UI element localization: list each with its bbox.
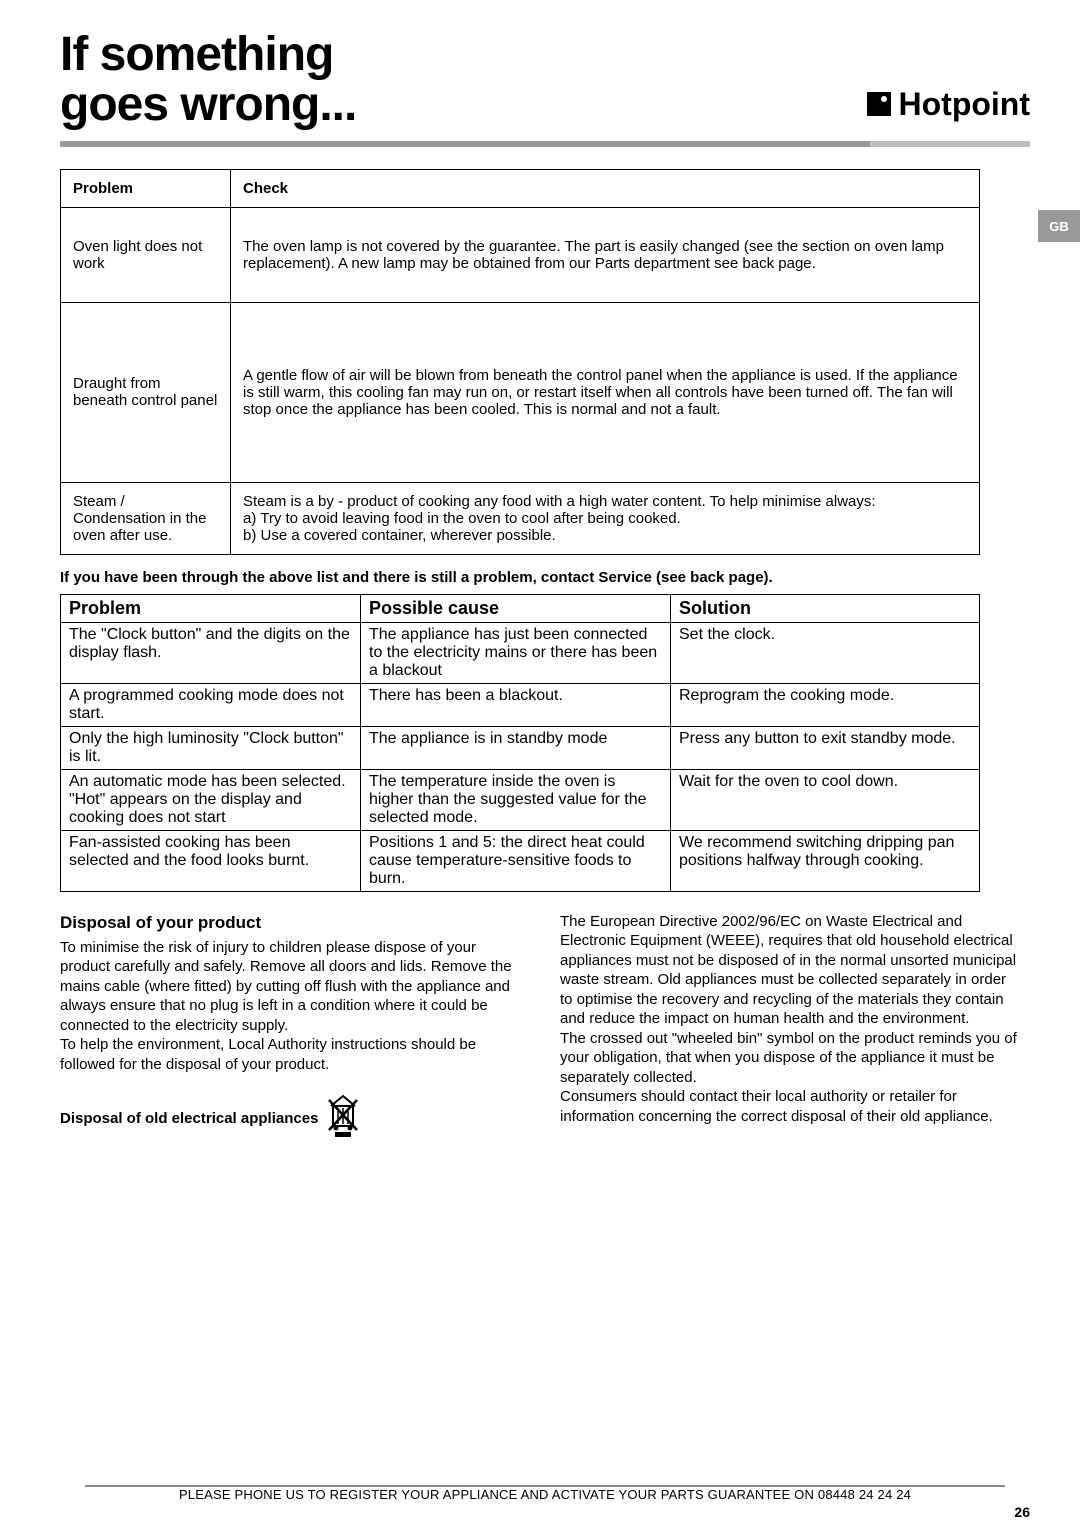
table-header-row: Problem Possible cause Solution [61,594,980,622]
left-column: Disposal of your product To minimise the… [60,912,520,1144]
disposal-para1: To minimise the risk of injury to childr… [60,938,520,1036]
table-row: An automatic mode has been selected. "Ho… [61,769,980,830]
th-cause: Possible cause [361,594,671,622]
th-problem: Problem [61,169,231,207]
cell-problem: Draught from beneath control panel [61,302,231,482]
table-row: Draught from beneath control panel A gen… [61,302,980,482]
cell: Reprogram the cooking mode. [671,683,980,726]
title-line-2: goes wrong... [60,80,356,130]
old-appliances-line: Disposal of old electrical appliances [60,1094,520,1144]
disposal-para2: To help the environment, Local Authority… [60,1035,520,1074]
th-check: Check [231,169,980,207]
disposal-sub-heading: Disposal of old electrical appliances [60,1109,318,1129]
cell: Positions 1 and 5: the direct heat could… [361,830,671,891]
weee-para1: The European Directive 2002/96/EC on Was… [560,912,1020,1029]
table-row: The "Clock button" and the digits on the… [61,622,980,683]
header-row: If something goes wrong... Hotpoint [60,30,1030,131]
cell: Only the high luminosity "Clock button" … [61,726,361,769]
page-number: 26 [1014,1504,1030,1520]
brand-text: Hotpoint [899,86,1031,123]
gb-label: GB [1049,219,1069,234]
weee-para3: Consumers should contact their local aut… [560,1087,1020,1126]
cell: A programmed cooking mode does not start… [61,683,361,726]
brand-square-icon [867,92,891,116]
cell-check: Steam is a by - product of cooking any f… [231,482,980,554]
cell: Set the clock. [671,622,980,683]
two-column-section: Disposal of your product To minimise the… [60,912,1020,1144]
cell: The temperature inside the oven is highe… [361,769,671,830]
table-header-row: Problem Check [61,169,980,207]
table-row: Only the high luminosity "Clock button" … [61,726,980,769]
right-column: The European Directive 2002/96/EC on Was… [560,912,1020,1144]
title-line-1: If something [60,30,356,80]
troubleshoot-table-1: Problem Check Oven light does not work T… [60,169,980,555]
cell-check: A gentle flow of air will be blown from … [231,302,980,482]
brand-logo: Hotpoint [867,86,1031,123]
th-solution: Solution [671,594,980,622]
weee-bin-icon [324,1094,362,1144]
cell: Fan-assisted cooking has been selected a… [61,830,361,891]
header-divider [60,141,1030,147]
note-line: If you have been through the above list … [60,569,1030,586]
table-row: Oven light does not work The oven lamp i… [61,207,980,302]
table-row: A programmed cooking mode does not start… [61,683,980,726]
footer: PLEASE PHONE US TO REGISTER YOUR APPLIAN… [60,1485,1030,1502]
cell: We recommend switching dripping pan posi… [671,830,980,891]
weee-para2: The crossed out "wheeled bin" symbol on … [560,1029,1020,1088]
table-row: Fan-assisted cooking has been selected a… [61,830,980,891]
disposal-heading: Disposal of your product [60,912,520,934]
cell-check: The oven lamp is not covered by the guar… [231,207,980,302]
cell: The appliance is in standby mode [361,726,671,769]
cell-problem: Oven light does not work [61,207,231,302]
cell: The appliance has just been connected to… [361,622,671,683]
cell: Press any button to exit standby mode. [671,726,980,769]
footer-text: PLEASE PHONE US TO REGISTER YOUR APPLIAN… [85,1485,1005,1502]
gb-tab: GB [1038,210,1080,242]
cell: An automatic mode has been selected. "Ho… [61,769,361,830]
troubleshoot-table-2: Problem Possible cause Solution The "Clo… [60,594,980,892]
page-title: If something goes wrong... [60,30,356,131]
cell-problem: Steam / Condensation in the oven after u… [61,482,231,554]
cell: Wait for the oven to cool down. [671,769,980,830]
cell: The "Clock button" and the digits on the… [61,622,361,683]
table-row: Steam / Condensation in the oven after u… [61,482,980,554]
page: If something goes wrong... Hotpoint GB P… [0,0,1080,1528]
cell: There has been a blackout. [361,683,671,726]
th-problem2: Problem [61,594,361,622]
